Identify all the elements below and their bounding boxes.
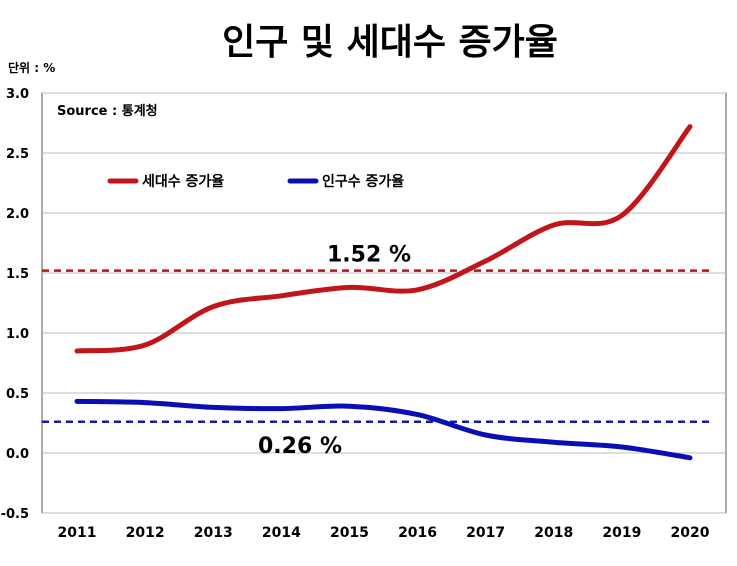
y-tick-label: 0.5 xyxy=(6,387,29,402)
unit-label: 단위 : % xyxy=(8,60,55,75)
y-axis-ticks: 3.0 2.5 2.0 1.5 1.0 0.5 0.0 -0.5 xyxy=(1,87,29,522)
x-tick-label: 2018 xyxy=(534,525,573,541)
y-tick-label: 0.0 xyxy=(6,447,29,462)
source-label: Source : 통계청 xyxy=(57,103,158,119)
y-tick-label: 1.5 xyxy=(6,267,29,282)
x-tick-label: 2020 xyxy=(671,525,710,541)
plot-area xyxy=(41,92,727,514)
y-tick-label: 2.0 xyxy=(6,207,29,222)
series-line xyxy=(74,124,693,354)
x-tick-label: 2011 xyxy=(58,525,97,541)
reference-lines: 1.52 % 0.26 % xyxy=(42,243,712,459)
chart-title: 인구 및 세대수 증가율 xyxy=(222,22,558,63)
x-axis-ticks: 2011 2012 2013 2014 2015 2016 2017 2018 2019 2020 xyxy=(58,525,710,541)
y-tick-label: 1.0 xyxy=(6,327,29,342)
x-tick-label: 2016 xyxy=(398,525,437,541)
x-tick-label: 2013 xyxy=(194,525,233,541)
legend: 세대수 증가율 인구수 증가율 xyxy=(107,173,404,190)
y-tick-label: 2.5 xyxy=(6,147,29,162)
x-tick-label: 2014 xyxy=(262,525,301,541)
series-lines xyxy=(74,124,693,461)
reference-label: 0.26 % xyxy=(258,434,342,459)
series-line xyxy=(74,398,693,461)
x-tick-label: 2015 xyxy=(330,525,369,541)
gridlines xyxy=(42,92,726,514)
legend-label: 세대수 증가율 xyxy=(142,173,224,190)
legend-label: 인구수 증가율 xyxy=(322,173,404,190)
y-tick-label: 3.0 xyxy=(6,87,29,102)
x-tick-label: 2012 xyxy=(126,525,165,541)
x-tick-label: 2017 xyxy=(466,525,505,541)
y-tick-label: -0.5 xyxy=(1,507,29,522)
x-tick-label: 2019 xyxy=(602,525,641,541)
reference-label: 1.52 % xyxy=(327,243,411,268)
